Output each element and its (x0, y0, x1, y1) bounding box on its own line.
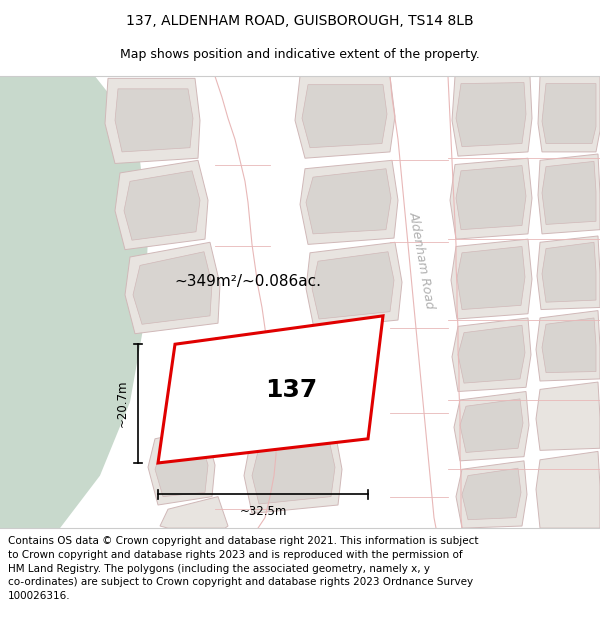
Polygon shape (454, 391, 529, 461)
Polygon shape (306, 169, 391, 234)
Polygon shape (148, 428, 215, 505)
Polygon shape (252, 440, 335, 504)
Polygon shape (0, 76, 148, 528)
Text: 137: 137 (265, 379, 317, 402)
Polygon shape (536, 382, 600, 451)
Text: 100026316.: 100026316. (8, 591, 71, 601)
Text: Map shows position and indicative extent of the property.: Map shows position and indicative extent… (120, 48, 480, 61)
Text: 137, ALDENHAM ROAD, GUISBOROUGH, TS14 8LB: 137, ALDENHAM ROAD, GUISBOROUGH, TS14 8L… (126, 14, 474, 28)
Polygon shape (300, 161, 398, 244)
Text: HM Land Registry. The polygons (including the associated geometry, namely x, y: HM Land Registry. The polygons (includin… (8, 564, 430, 574)
Polygon shape (306, 242, 402, 329)
Polygon shape (133, 252, 212, 324)
Polygon shape (160, 497, 228, 528)
Polygon shape (536, 311, 600, 381)
Polygon shape (536, 451, 600, 528)
Polygon shape (125, 242, 220, 334)
Polygon shape (457, 246, 525, 309)
Polygon shape (295, 76, 395, 158)
Polygon shape (450, 158, 532, 239)
Polygon shape (302, 84, 387, 148)
Text: Contains OS data © Crown copyright and database right 2021. This information is : Contains OS data © Crown copyright and d… (8, 536, 479, 546)
Polygon shape (312, 252, 394, 319)
Polygon shape (452, 318, 531, 391)
Text: ~349m²/~0.086ac.: ~349m²/~0.086ac. (175, 274, 322, 289)
Text: ~20.7m: ~20.7m (115, 380, 128, 428)
Text: Aldenham Road: Aldenham Road (407, 211, 437, 310)
Text: co-ordinates) are subject to Crown copyright and database rights 2023 Ordnance S: co-ordinates) are subject to Crown copyr… (8, 577, 473, 587)
Polygon shape (542, 84, 596, 144)
Polygon shape (538, 154, 600, 234)
Polygon shape (244, 431, 342, 513)
Polygon shape (115, 89, 193, 152)
Polygon shape (462, 468, 521, 520)
Polygon shape (155, 438, 208, 497)
Polygon shape (158, 316, 383, 463)
Polygon shape (124, 171, 200, 240)
Text: ~32.5m: ~32.5m (239, 505, 287, 518)
Polygon shape (456, 166, 526, 229)
Polygon shape (542, 161, 596, 224)
Polygon shape (451, 239, 532, 319)
Polygon shape (537, 236, 600, 309)
Polygon shape (460, 399, 523, 452)
Polygon shape (542, 242, 596, 302)
Polygon shape (115, 161, 208, 249)
Polygon shape (456, 82, 526, 147)
Polygon shape (458, 325, 525, 383)
Polygon shape (105, 78, 200, 164)
Text: to Crown copyright and database rights 2023 and is reproduced with the permissio: to Crown copyright and database rights 2… (8, 550, 463, 560)
Polygon shape (538, 76, 600, 152)
Polygon shape (542, 318, 596, 372)
Polygon shape (452, 76, 532, 156)
Polygon shape (456, 461, 527, 528)
